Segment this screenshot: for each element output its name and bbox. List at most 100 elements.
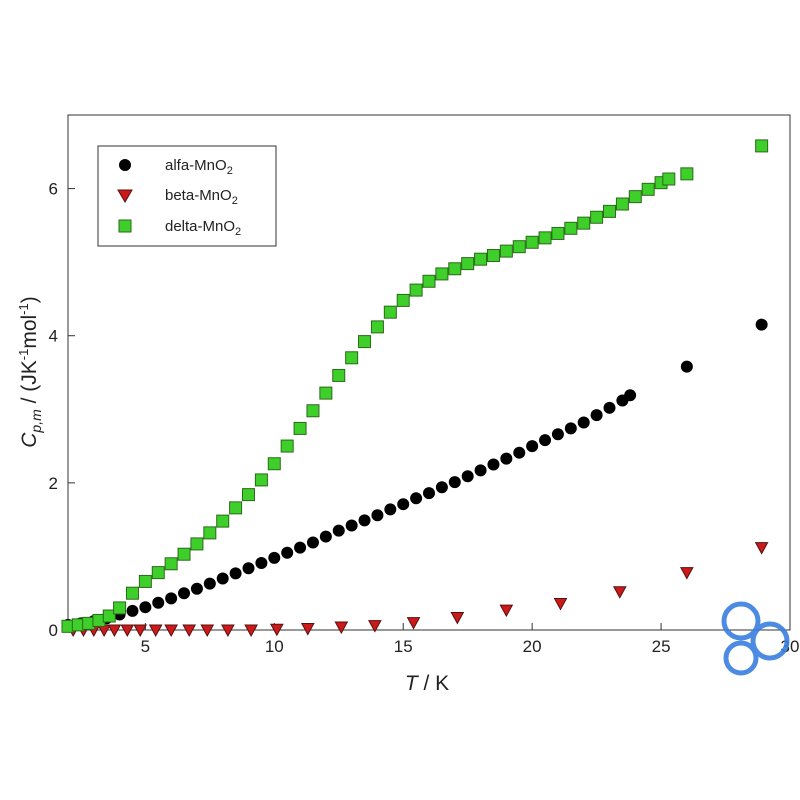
data-point bbox=[755, 318, 768, 331]
series-beta-MnO2 bbox=[66, 542, 769, 638]
data-point bbox=[564, 422, 577, 435]
data-point bbox=[435, 481, 448, 494]
data-point bbox=[450, 611, 465, 625]
data-point bbox=[267, 457, 281, 471]
data-point bbox=[164, 624, 178, 638]
data-point bbox=[615, 197, 629, 211]
data-point bbox=[513, 446, 526, 459]
data-point bbox=[358, 514, 371, 527]
data-point bbox=[371, 509, 384, 522]
data-point bbox=[190, 582, 203, 595]
data-point bbox=[396, 293, 410, 307]
data-point bbox=[603, 204, 616, 218]
data-point bbox=[178, 587, 191, 600]
watermark-logo-icon bbox=[721, 601, 790, 676]
y-tick-label: 0 bbox=[49, 621, 58, 640]
data-point bbox=[448, 262, 462, 276]
data-point bbox=[242, 562, 255, 575]
data-point bbox=[306, 404, 320, 418]
data-point bbox=[244, 624, 258, 638]
data-point bbox=[526, 440, 539, 453]
data-point bbox=[754, 542, 769, 555]
legend-marker-beta bbox=[117, 189, 133, 203]
data-point bbox=[133, 624, 148, 638]
data-point bbox=[280, 439, 294, 453]
data-point bbox=[281, 546, 294, 559]
data-point bbox=[177, 547, 191, 561]
data-point bbox=[551, 428, 564, 441]
data-point bbox=[203, 526, 217, 540]
legend-label-delta: delta-MnO2 bbox=[165, 218, 241, 238]
data-point bbox=[255, 557, 268, 570]
data-point bbox=[165, 592, 178, 605]
y-tick-label: 6 bbox=[49, 180, 58, 199]
legend-label-alfa: alfa-MnO2 bbox=[165, 157, 233, 177]
data-point bbox=[525, 235, 539, 249]
data-point bbox=[138, 574, 152, 588]
data-point bbox=[500, 452, 513, 465]
data-point bbox=[577, 416, 590, 429]
data-point bbox=[499, 244, 513, 258]
data-point bbox=[319, 530, 332, 543]
data-point bbox=[628, 190, 642, 204]
x-axis-title: T / K bbox=[405, 672, 449, 695]
data-point bbox=[126, 604, 139, 617]
data-point bbox=[270, 623, 284, 637]
data-point bbox=[125, 586, 139, 600]
data-point bbox=[190, 537, 204, 551]
data-point bbox=[370, 320, 384, 334]
data-point bbox=[538, 231, 552, 245]
series-layer bbox=[61, 139, 769, 638]
data-point bbox=[383, 305, 397, 319]
data-point bbox=[461, 257, 475, 271]
data-point bbox=[319, 386, 333, 400]
y-tick-label: 2 bbox=[49, 474, 58, 493]
data-point bbox=[590, 210, 604, 224]
data-point bbox=[435, 267, 449, 281]
data-point bbox=[499, 604, 514, 618]
data-point bbox=[624, 389, 637, 402]
data-point bbox=[461, 470, 474, 483]
y-tick-label: 4 bbox=[49, 327, 58, 346]
data-point bbox=[254, 473, 268, 487]
plot-frame bbox=[67, 114, 791, 631]
data-point bbox=[474, 252, 488, 266]
data-point bbox=[680, 360, 693, 373]
data-point bbox=[332, 368, 346, 382]
data-point bbox=[139, 601, 152, 614]
data-point bbox=[151, 566, 165, 580]
data-point bbox=[384, 503, 397, 516]
data-point bbox=[410, 492, 423, 505]
data-point bbox=[512, 240, 526, 254]
data-point bbox=[229, 501, 243, 515]
data-point bbox=[300, 623, 315, 636]
x-tick-label: 5 bbox=[141, 637, 150, 656]
x-tick-label: 20 bbox=[523, 637, 542, 656]
data-point bbox=[268, 551, 281, 564]
data-point bbox=[120, 624, 135, 638]
data-point bbox=[148, 624, 163, 638]
data-point bbox=[680, 567, 694, 580]
data-point bbox=[182, 624, 197, 638]
data-point bbox=[332, 524, 345, 537]
data-point bbox=[216, 572, 229, 585]
data-point bbox=[662, 172, 676, 186]
legend-marker-delta bbox=[118, 219, 132, 233]
data-point bbox=[345, 519, 358, 532]
data-point bbox=[641, 182, 655, 196]
data-point bbox=[474, 464, 487, 477]
data-point bbox=[422, 274, 436, 288]
data-point bbox=[294, 541, 307, 554]
data-point bbox=[107, 624, 122, 638]
data-point bbox=[590, 409, 603, 422]
data-point bbox=[423, 487, 435, 500]
data-point bbox=[553, 598, 568, 611]
data-point bbox=[164, 557, 178, 571]
legend-marker-alfa bbox=[119, 159, 131, 171]
data-point bbox=[397, 498, 410, 511]
data-point bbox=[229, 567, 242, 580]
data-point bbox=[539, 434, 552, 447]
data-point bbox=[334, 621, 349, 635]
x-tick-label: 25 bbox=[652, 637, 671, 656]
